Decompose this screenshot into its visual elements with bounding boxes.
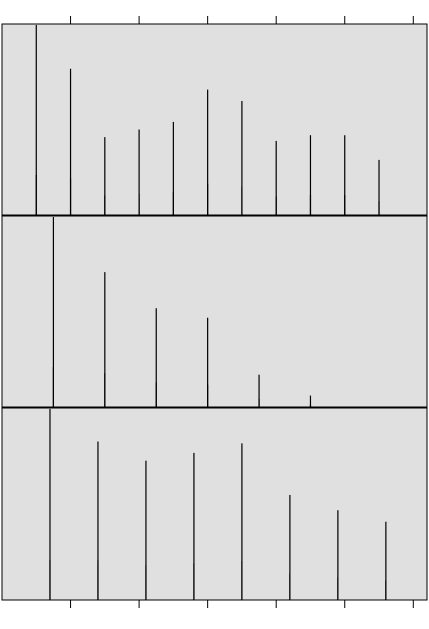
- bottom-axis-ticks: [70, 600, 414, 608]
- panel-3-background: [1, 407, 428, 601]
- panel-2: [1, 215, 428, 408]
- panel-2-background: [1, 215, 428, 408]
- chart-panels: [1, 23, 428, 601]
- panel-1: [1, 23, 428, 216]
- top-axis-ticks: [70, 16, 414, 24]
- panel-3: [1, 407, 428, 601]
- panel-1-background: [1, 23, 428, 216]
